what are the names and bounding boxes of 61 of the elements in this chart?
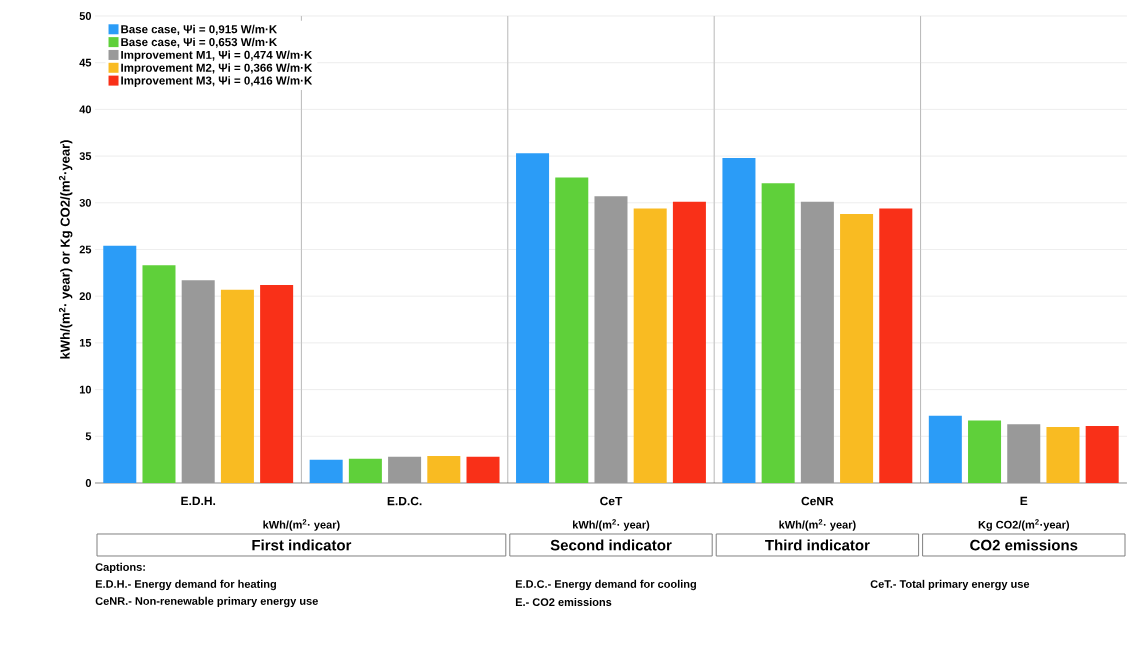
text: CeNR.- Non-renewable primary energy use [95, 596, 318, 608]
text: kWh/(m$^{2}$· year) [573, 519, 650, 531]
bar [1085, 426, 1119, 483]
y-tick-label: 40 [79, 105, 92, 114]
text: CeT.- Total primary energy use [870, 579, 1030, 591]
bar [388, 456, 422, 483]
y-tick-label: 35 [79, 152, 92, 160]
y-tick-label: 10 [79, 385, 92, 394]
bar [427, 455, 461, 483]
x-tick-label: E.D.H. [181, 496, 216, 506]
text: Captions: [95, 562, 145, 574]
text: Kg CO2/(m$^{2}$·year) [978, 519, 1070, 531]
bar [672, 201, 706, 483]
bar [594, 196, 628, 483]
bar [260, 284, 294, 483]
x-tick-label: CeNR [801, 496, 834, 506]
bar [800, 201, 834, 483]
y-axis-title: kWh/(m$^{2}$· year) or Kg CO2/(m$^{2}$·year) [58, 140, 73, 359]
bar [722, 157, 756, 483]
x-tick-label: CeT [600, 496, 623, 506]
legend-label: Base case, Ψi = 0,653 W/m·K [121, 37, 278, 48]
x-tick-label: E.D.C. [387, 496, 422, 506]
bar [879, 208, 913, 483]
bar [181, 280, 215, 483]
y-tick-label: 50 [79, 12, 92, 20]
bar [928, 415, 962, 483]
y-tick-label: 0 [85, 479, 92, 487]
bar [466, 456, 500, 483]
bar [516, 153, 550, 483]
text: E.- CO2 emissions [515, 597, 612, 607]
bar [220, 289, 254, 483]
text: kWh/(m$^{2}$· year) [263, 519, 340, 531]
y-tick-label: 30 [79, 198, 92, 207]
bar [142, 265, 176, 483]
bar [1007, 424, 1041, 483]
bar [761, 183, 795, 483]
bar [633, 208, 667, 483]
text: kWh/(m$^{2}$· year) [779, 519, 856, 531]
y-tick-label: 15 [79, 339, 92, 347]
text: E.D.C.- Energy demand for cooling [515, 579, 696, 591]
text: Third indicator [765, 539, 870, 551]
legend-label: Improvement M2, Ψi = 0,366 W/m·K [121, 63, 313, 75]
y-tick-label: 45 [79, 58, 92, 67]
legend-label: Base case, Ψi = 0,915 W/m·K [121, 24, 278, 35]
y-tick-label: 25 [79, 245, 92, 254]
y-tick-label: 5 [85, 432, 92, 441]
bar [840, 214, 874, 483]
bar [555, 177, 589, 483]
bar [1046, 426, 1080, 483]
text: First indicator [252, 539, 352, 551]
bar [348, 458, 382, 483]
y-tick-label: 20 [79, 292, 92, 301]
text: E.D.H.- Energy demand for heating [95, 579, 276, 591]
x-tick-label: E [1020, 496, 1028, 506]
bar [103, 245, 137, 483]
legend-label: Improvement M3, Ψi = 0,416 W/m·K [121, 76, 313, 87]
bar [968, 420, 1002, 483]
bar [309, 459, 343, 483]
text: Second indicator [550, 539, 672, 551]
legend-label: Improvement M1, Ψi = 0,474 W/m·K [121, 50, 313, 62]
text: CO2 emissions [970, 539, 1078, 551]
